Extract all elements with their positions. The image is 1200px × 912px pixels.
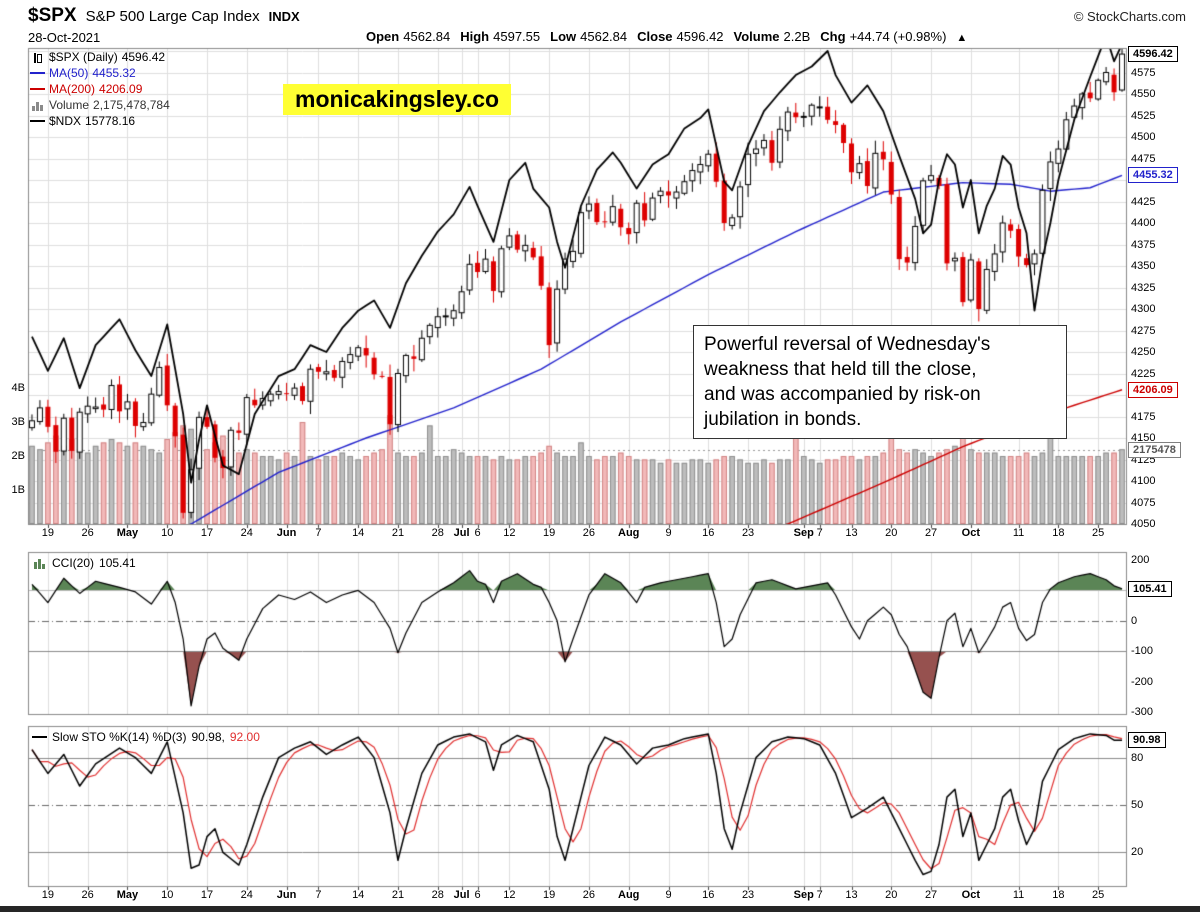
ma50-value-box: 4455.32: [1128, 167, 1178, 184]
legend-ma200: MA(200) 4206.09: [30, 81, 170, 97]
ndx-line-icon: [30, 120, 45, 122]
annotation-box: Powerful reversal of Wednesday's weaknes…: [693, 325, 1067, 439]
ma200-value-box: 4206.09: [1128, 381, 1178, 398]
quote-high: High 4597.55: [460, 29, 541, 44]
legend-volume: Volume 2,175,478,784: [30, 97, 170, 113]
cci-value-box: 105.41: [1128, 580, 1172, 597]
candlestick-icon: [30, 52, 45, 63]
quote-open: Open 4562.84: [366, 29, 451, 44]
legend-ndx: $NDX 15778.16: [30, 113, 170, 129]
quote-volume: Volume 2.2B: [733, 29, 811, 44]
chart-header: $SPX S&P 500 Large Cap Index INDX: [28, 5, 300, 27]
sto-value-box: 90.98: [1128, 732, 1166, 749]
chart-legend: $SPX (Daily) 4596.42 MA(50) 4455.32 MA(2…: [30, 49, 170, 129]
chart-date: 28-Oct-2021: [28, 30, 101, 45]
ticker-exchange: INDX: [268, 9, 300, 24]
last-price-box: 4596.42: [1128, 46, 1178, 63]
quote-bar: Open 4562.84 High 4597.55 Low 4562.84 Close…: [366, 29, 967, 44]
sto-line-icon: [32, 736, 47, 738]
change-up-arrow-icon: ▲: [956, 32, 968, 44]
legend-ma50: MA(50) 4455.32: [30, 65, 170, 81]
ticker-symbol: $SPX: [28, 5, 77, 26]
ma50-line-icon: [30, 72, 45, 74]
ma200-line-icon: [30, 88, 45, 90]
volume-bars-icon: [30, 100, 45, 111]
cci-panel-title: CCI(20) 105.41: [32, 556, 136, 570]
watermark: monicakingsley.co: [283, 84, 512, 115]
quote-change: Chg +44.74 (+0.98%): [820, 29, 947, 44]
legend-spx: $SPX (Daily) 4596.42: [30, 49, 170, 65]
ticker-name: S&P 500 Large Cap Index: [85, 8, 260, 25]
copyright-note: © StockCharts.com: [1073, 9, 1186, 24]
sto-panel-title: Slow STO %K(14) %D(3) 90.98, 92.00: [32, 730, 260, 744]
quote-close: Close 4596.42: [637, 29, 724, 44]
volume-value-box: 2175478: [1128, 442, 1181, 459]
area-chart-icon: [32, 558, 47, 569]
quote-low: Low 4562.84: [550, 29, 628, 44]
bottom-crop-strip: [0, 906, 1200, 912]
